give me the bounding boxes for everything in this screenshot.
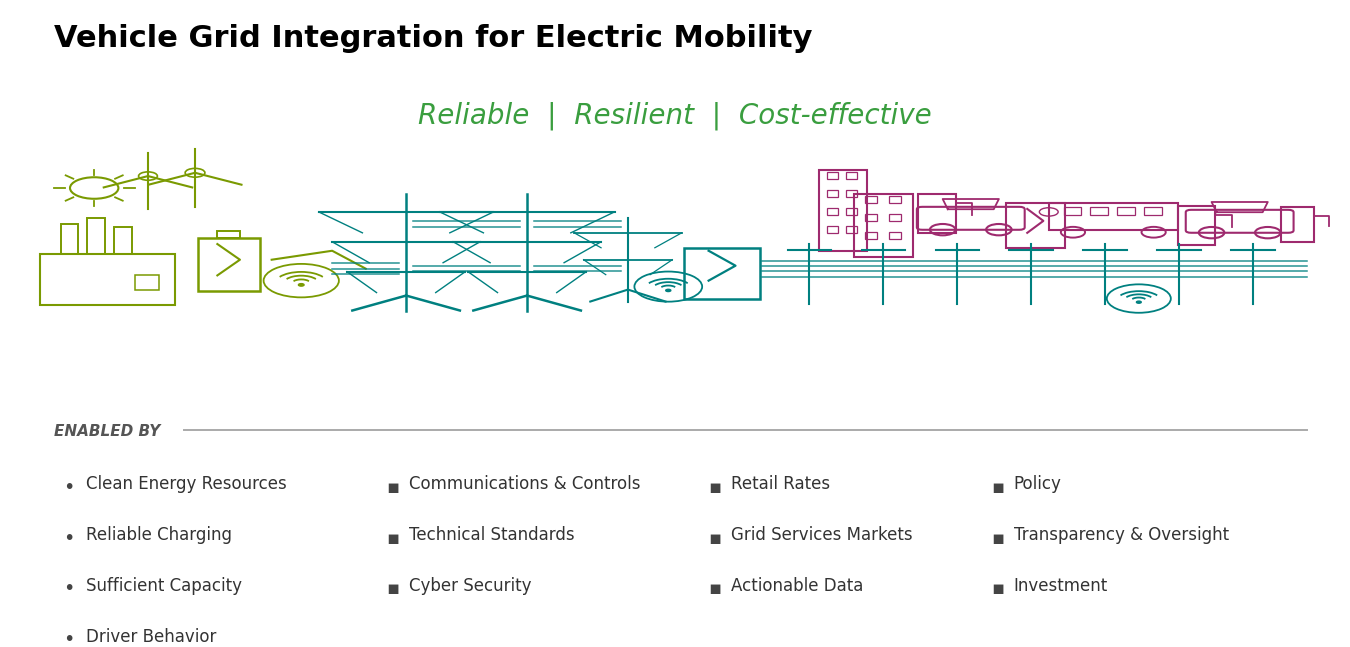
- Text: Sufficient Capacity: Sufficient Capacity: [86, 577, 242, 595]
- Text: Vehicle Grid Integration for Electric Mobility: Vehicle Grid Integration for Electric Mo…: [54, 24, 813, 52]
- Text: ▪: ▪: [991, 580, 1004, 598]
- Text: ▪: ▪: [709, 478, 722, 497]
- Bar: [888, 232, 900, 239]
- Text: ▪: ▪: [991, 478, 1004, 497]
- Text: Retail Rates: Retail Rates: [732, 476, 830, 494]
- Text: Grid Services Markets: Grid Services Markets: [732, 526, 913, 544]
- Bar: [88, 218, 105, 254]
- Bar: [1177, 206, 1215, 245]
- Bar: [864, 232, 876, 239]
- Bar: [864, 214, 876, 221]
- Bar: [684, 248, 760, 298]
- Bar: [1091, 207, 1108, 215]
- Text: ▪: ▪: [709, 580, 722, 598]
- Text: •: •: [63, 630, 74, 647]
- Bar: [61, 224, 78, 254]
- Bar: [845, 208, 856, 215]
- Bar: [828, 190, 838, 197]
- Bar: [845, 172, 856, 179]
- Bar: [918, 194, 956, 233]
- Bar: [828, 226, 838, 233]
- Text: Actionable Data: Actionable Data: [732, 577, 864, 595]
- Text: ▪: ▪: [991, 529, 1004, 547]
- Bar: [888, 214, 900, 221]
- Bar: [1049, 203, 1177, 230]
- Bar: [864, 196, 876, 203]
- Text: Technical Standards: Technical Standards: [409, 526, 574, 544]
- Bar: [888, 196, 900, 203]
- Bar: [1145, 207, 1162, 215]
- Text: ▪: ▪: [709, 529, 722, 547]
- Text: •: •: [63, 478, 74, 497]
- Text: Transparency & Oversight: Transparency & Oversight: [1014, 526, 1228, 544]
- Bar: [1281, 208, 1315, 243]
- Text: Communications & Controls: Communications & Controls: [409, 476, 640, 494]
- Bar: [217, 232, 240, 237]
- Text: Reliable  |  Resilient  |  Cost-effective: Reliable | Resilient | Cost-effective: [418, 102, 931, 130]
- Text: Cyber Security: Cyber Security: [409, 577, 532, 595]
- Bar: [845, 226, 856, 233]
- Text: •: •: [63, 580, 74, 598]
- Text: •: •: [63, 529, 74, 547]
- Text: Policy: Policy: [1014, 476, 1061, 494]
- Circle shape: [666, 289, 671, 292]
- Bar: [1118, 207, 1135, 215]
- Bar: [135, 275, 159, 290]
- Bar: [1064, 207, 1081, 215]
- Text: Driver Behavior: Driver Behavior: [86, 628, 216, 646]
- Text: Investment: Investment: [1014, 577, 1108, 595]
- Bar: [819, 170, 867, 251]
- Text: ▪: ▪: [386, 478, 400, 497]
- Text: ▪: ▪: [386, 529, 400, 547]
- Text: Clean Energy Resources: Clean Energy Resources: [86, 476, 288, 494]
- Bar: [115, 227, 132, 254]
- Bar: [1006, 203, 1065, 248]
- Bar: [828, 172, 838, 179]
- Bar: [197, 237, 259, 291]
- Bar: [828, 208, 838, 215]
- Text: ENABLED BY: ENABLED BY: [54, 424, 161, 439]
- Circle shape: [298, 283, 304, 286]
- Bar: [845, 190, 856, 197]
- Text: Reliable Charging: Reliable Charging: [86, 526, 232, 544]
- Bar: [853, 194, 913, 257]
- Text: ▪: ▪: [386, 580, 400, 598]
- Bar: [40, 254, 176, 305]
- Circle shape: [1137, 301, 1141, 303]
